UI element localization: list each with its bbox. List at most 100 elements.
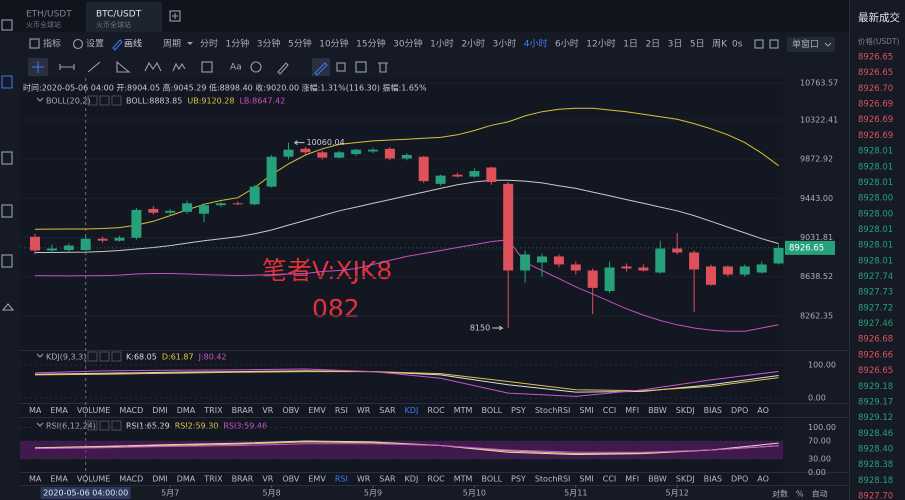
indicator-option[interactable]: BRAR: [232, 475, 254, 484]
indicator-option[interactable]: MA: [29, 406, 42, 415]
indicator-option[interactable]: SAR: [379, 475, 396, 484]
sidebar-icon[interactable]: [1, 75, 13, 89]
indicator-option[interactable]: MACD: [119, 475, 143, 484]
indicator-option[interactable]: ROC: [427, 406, 445, 415]
period-option[interactable]: 周K: [712, 39, 728, 50]
period-option[interactable]: 1小时: [430, 38, 454, 50]
indicator-option[interactable]: DMI: [152, 406, 167, 415]
legend-icon[interactable]: [99, 95, 110, 106]
indicator-option[interactable]: DPO: [731, 475, 748, 484]
period-option[interactable]: 6小时: [555, 38, 579, 50]
legend-icon[interactable]: [99, 420, 110, 431]
tool-triangle[interactable]: [116, 60, 131, 73]
indicator-option[interactable]: MACD: [119, 406, 143, 415]
period-option[interactable]: 2小时: [461, 38, 485, 50]
period-option[interactable]: 5日: [690, 39, 705, 50]
indicator-option[interactable]: BBW: [648, 475, 667, 484]
indicator-option[interactable]: KDJ: [405, 406, 419, 415]
collapse-icon[interactable]: [36, 353, 44, 358]
indicator-option[interactable]: WR: [357, 475, 371, 484]
indicator-option[interactable]: ROC: [427, 475, 445, 484]
indicator-option[interactable]: SAR: [379, 406, 396, 415]
indicator-option[interactable]: BOLL: [481, 475, 502, 484]
toolbar-button[interactable]: 画线: [124, 38, 142, 50]
indicator-option[interactable]: CCI: [603, 406, 617, 415]
indicator-option[interactable]: PSY: [511, 475, 526, 484]
period-option[interactable]: 1分钟: [226, 38, 250, 50]
period-option[interactable]: 2日: [645, 39, 660, 50]
tool-magnet[interactable]: [250, 61, 262, 73]
indicator-option[interactable]: DMA: [177, 475, 196, 484]
indicator-option[interactable]: MFI: [625, 475, 639, 484]
indicator-option[interactable]: TRIX: [203, 475, 223, 484]
add-tab[interactable]: [169, 10, 181, 22]
period-option[interactable]: 15分钟: [356, 38, 385, 50]
scale-button[interactable]: %: [796, 490, 804, 499]
period-option[interactable]: 12小时: [586, 38, 615, 50]
indicator-option[interactable]: AO: [757, 406, 769, 415]
tool-lock[interactable]: [336, 62, 346, 72]
indicator-option[interactable]: EMA: [50, 475, 68, 484]
indicator-option[interactable]: EMV: [308, 475, 326, 484]
collapse-icon[interactable]: [36, 422, 44, 427]
indicator-option[interactable]: BIAS: [704, 406, 722, 415]
indicator-option[interactable]: DPO: [731, 406, 748, 415]
indicator-option[interactable]: MTM: [454, 475, 473, 484]
tab-symbol[interactable]: ETH/USDT: [26, 10, 72, 20]
tool-hline[interactable]: [59, 64, 75, 70]
period-option[interactable]: 3小时: [493, 38, 517, 50]
tab-symbol[interactable]: BTC/USDT: [96, 10, 142, 20]
indicator-option[interactable]: TRIX: [203, 406, 223, 415]
indicator-option[interactable]: SMI: [579, 406, 593, 415]
indicator-option[interactable]: CCI: [603, 475, 617, 484]
indicator-option[interactable]: SKDJ: [676, 406, 695, 415]
indicator-option[interactable]: MTM: [454, 406, 473, 415]
legend-icon[interactable]: [111, 420, 122, 431]
indicator-option[interactable]: KDJ: [405, 475, 419, 484]
indicator-option[interactable]: VR: [262, 406, 273, 415]
period-option[interactable]: 1日: [623, 39, 638, 50]
indicator-option[interactable]: BRAR: [232, 406, 254, 415]
indicator-option[interactable]: WR: [357, 406, 371, 415]
period-option[interactable]: 30分钟: [393, 38, 422, 50]
indicator-option[interactable]: MFI: [625, 406, 639, 415]
indicator-option[interactable]: BOLL: [481, 406, 502, 415]
indicator-option[interactable]: PSY: [511, 406, 526, 415]
indicator-option[interactable]: RSI: [335, 475, 348, 484]
indicator-option[interactable]: StochRSI: [535, 406, 571, 415]
tool-text[interactable]: Aa: [230, 63, 242, 73]
sidebar-icon[interactable]: [1, 204, 13, 218]
indicator-option[interactable]: MA: [29, 475, 42, 484]
tool-delete[interactable]: [378, 62, 388, 73]
indicator-option[interactable]: OBV: [282, 406, 300, 415]
indicator-option[interactable]: StochRSI: [535, 475, 571, 484]
legend-icon[interactable]: [111, 95, 122, 106]
tool-hide[interactable]: [355, 61, 367, 73]
indicator-option[interactable]: EMV: [308, 406, 326, 415]
legend-icon[interactable]: [111, 351, 122, 362]
period-option[interactable]: 10分钟: [319, 38, 348, 50]
sidebar-icon[interactable]: [1, 303, 15, 311]
indicator-option[interactable]: BIAS: [704, 475, 722, 484]
tool-pen[interactable]: [277, 62, 289, 75]
indicator-option[interactable]: AO: [757, 475, 769, 484]
indicator-option[interactable]: VOLUME: [77, 475, 111, 484]
indicator-option[interactable]: VR: [262, 475, 273, 484]
sidebar-icon[interactable]: [1, 151, 13, 165]
indicator-option[interactable]: VOLUME: [77, 406, 111, 415]
tool-crosshair[interactable]: [32, 61, 44, 73]
indicator-option[interactable]: DMA: [177, 406, 196, 415]
period-option[interactable]: 分时: [200, 38, 218, 50]
tool-draw[interactable]: [314, 62, 328, 76]
period-option[interactable]: 5分钟: [288, 38, 312, 50]
legend-icon[interactable]: [87, 95, 98, 106]
tool-trend[interactable]: [87, 61, 101, 73]
indicator-option[interactable]: SKDJ: [676, 475, 695, 484]
indicator-option[interactable]: DMI: [152, 475, 167, 484]
sidebar-icon[interactable]: [1, 254, 13, 268]
tool-rect[interactable]: [201, 61, 213, 73]
indicator-option[interactable]: EMA: [50, 406, 68, 415]
indicator-option[interactable]: RSI: [335, 406, 348, 415]
toolbar-button[interactable]: 指标: [43, 38, 61, 50]
indicator-option[interactable]: BBW: [648, 406, 667, 415]
